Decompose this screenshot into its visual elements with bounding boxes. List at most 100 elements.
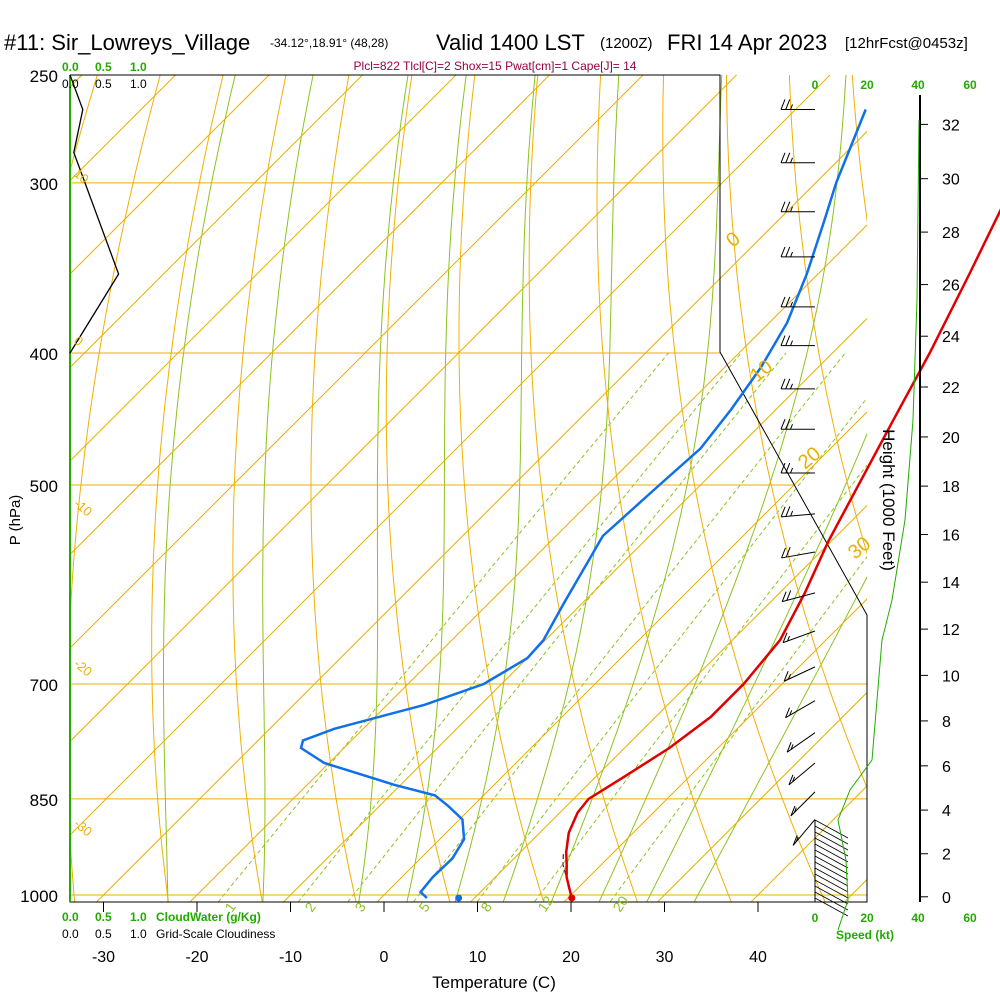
wind-barb-flag: [780, 419, 786, 430]
wind-barb-flag: [780, 201, 786, 212]
mixing-ratio-label: 20: [609, 893, 631, 915]
height-tick-label: 14: [942, 575, 960, 592]
surface-temperature-dot: [568, 894, 576, 902]
wind-barb-flag: [785, 378, 791, 390]
cloud-axis-top-green: 0.5: [95, 60, 112, 74]
wind-barb: [792, 819, 816, 846]
pressure-tick-label: 1000: [20, 887, 58, 906]
dry-adiabat-line: [232, 75, 287, 902]
wind-barb-lowlevel: [814, 861, 849, 881]
wind-barb-half: [790, 744, 794, 750]
wind-barb-flag: [785, 246, 791, 258]
wind-barb-lowlevel: [814, 867, 849, 887]
y2-axis-label: Height (1000 Feet): [879, 429, 898, 571]
wind-barb-staff: [782, 592, 816, 603]
wind-barb-flag: [780, 296, 786, 308]
isotherm-line: [70, 75, 831, 836]
moist-adiabat-line: [163, 75, 236, 902]
wind-barb: [780, 201, 815, 213]
height-tick-label: 18: [942, 479, 960, 496]
moist-adiabat-line: [406, 75, 467, 902]
wind-barb-half: [790, 104, 793, 110]
pressure-tick-label: 400: [30, 345, 58, 364]
wind-barb-flag: [780, 246, 786, 258]
isotherm-label: 0: [722, 228, 745, 252]
wind-barb-half: [795, 836, 799, 842]
wind-barb-lowlevel: [814, 873, 849, 893]
height-tick-label: 8: [942, 714, 951, 731]
wind-barb-staff: [785, 700, 816, 719]
utc-time: (1200Z): [600, 35, 653, 52]
wind-barb-half: [790, 251, 793, 258]
wind-barb: [781, 546, 816, 559]
temperature-axis: -30 -20 -10 0 10 20 30 40: [92, 902, 767, 966]
wind-barb-lowlevel: [814, 891, 849, 911]
dry-adiabat-line: [788, 75, 867, 555]
wind-barb: [785, 700, 816, 719]
temperature-tick-label: -10: [279, 949, 302, 966]
height-tick-label: 4: [942, 803, 951, 820]
mixing-ratio-line: [609, 555, 867, 902]
wind-barb: [780, 506, 816, 518]
speed-axis-labels: 0 20 40 600 20 40 60: [812, 78, 977, 925]
wind-barb-flag: [780, 506, 786, 518]
skewed-label: -10: [71, 496, 95, 520]
pressure-tick-label: 500: [30, 477, 58, 496]
wind-barb-flag: [788, 774, 794, 786]
pressure-axis: 250 300 400 500 700 850 1000: [20, 67, 58, 906]
moist-adiabat-line: [454, 75, 536, 902]
temperature-tick-label: -30: [92, 949, 115, 966]
height-tick-label: 26: [942, 278, 960, 295]
wind-barb-flag: [780, 152, 786, 163]
cloudiness-label: Grid-Scale Cloudiness: [156, 927, 275, 941]
wind-barb-lowlevel: [814, 843, 849, 863]
cloud-axis-bottom-black: 1.0: [130, 927, 147, 941]
mixing-ratio-label: 5: [415, 899, 433, 915]
surface-dewpoint-dot: [455, 894, 463, 902]
moist-adiabat-line: [358, 75, 409, 902]
moist-adiabat-line: [262, 75, 314, 902]
speed-tick-top: 40: [911, 78, 925, 92]
cloud-axis-labels: 0.0 0.5 1.0 0.0 0.5 1.0 0.0 0.5 1.0 0.0 0.5 1.0: [62, 60, 147, 941]
temperature-tick-label: 0: [380, 949, 389, 966]
wind-barb-flag: [785, 335, 791, 346]
height-tick-label: 16: [942, 528, 960, 545]
wind-barb: [780, 99, 815, 110]
wind-barb: [790, 791, 816, 817]
wind-barb-lowlevel: [814, 879, 849, 899]
isotherm-label: 30: [844, 533, 875, 564]
wind-barb-lowlevel: [814, 831, 849, 851]
wind-barb-half: [790, 510, 794, 517]
speed-tick-bottom: 0: [812, 911, 819, 925]
cloud-axis-top-black: 0.0: [62, 77, 79, 91]
y-axis-label: P (hPa): [7, 495, 24, 546]
height-tick-label: 2: [942, 847, 951, 864]
speed-tick-top: 60: [963, 78, 977, 92]
wind-barb-lowlevel: [814, 885, 849, 905]
wind-barb-flag: [783, 671, 789, 682]
pressure-tick-label: 700: [30, 676, 58, 695]
wind-barb-flag: [785, 99, 791, 110]
cloud-axis-bottom-green: 0.5: [95, 910, 112, 924]
moist-adiabat-line: [693, 576, 867, 902]
mixing-ratio-line: [476, 397, 867, 902]
height-tick-label: 20: [942, 430, 960, 447]
mixing-ratio-label: 3: [351, 899, 369, 915]
wind-barb-staff: [783, 666, 816, 682]
height-tick-label: 28: [942, 225, 960, 242]
skewed-label: 10: [71, 166, 92, 187]
wind-barb-flag: [785, 419, 791, 430]
wind-barb-flag: [786, 741, 792, 753]
wind-barb-half: [790, 301, 793, 308]
wind-barb-half: [790, 424, 793, 430]
isotherm-line: [376, 411, 867, 902]
wind-barb-half: [790, 157, 793, 163]
wind-barb: [780, 378, 815, 390]
speed-tick-bottom: 40: [911, 911, 925, 925]
dry-adiabat-line: [310, 75, 357, 902]
mixing-ratio-label: 12: [534, 893, 556, 915]
height-tick-label: 12: [942, 622, 960, 639]
